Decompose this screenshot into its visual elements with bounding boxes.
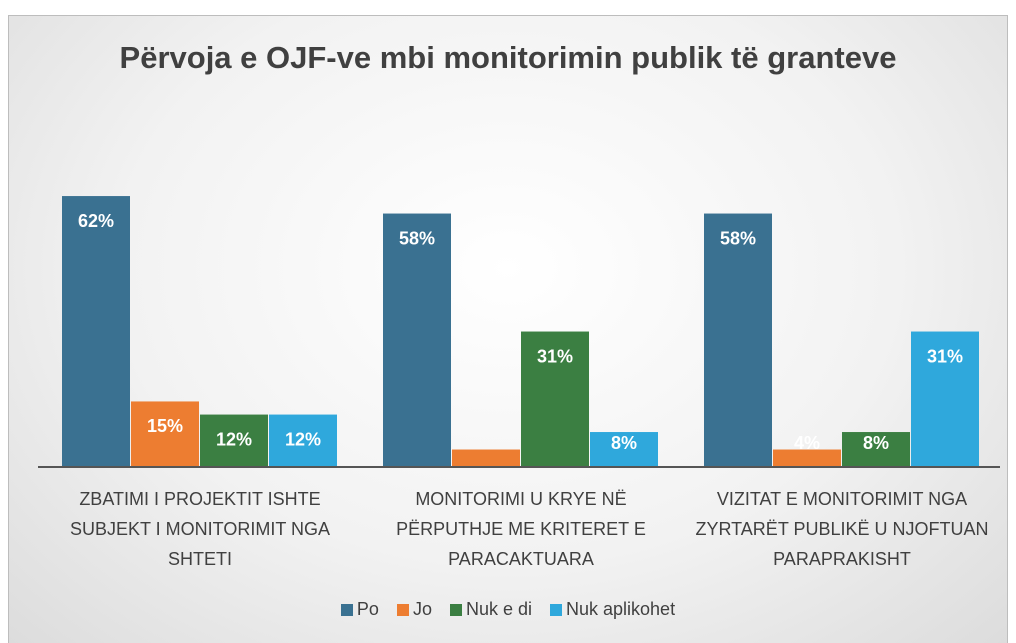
legend-item: Po xyxy=(340,599,379,620)
bar xyxy=(521,331,589,467)
data-label: 8% xyxy=(863,433,889,453)
bar xyxy=(704,213,772,467)
bar xyxy=(452,449,520,467)
bar xyxy=(911,331,979,467)
legend-label: Nuk e di xyxy=(465,599,532,619)
legend-label: Po xyxy=(356,599,379,619)
data-label: 31% xyxy=(927,346,963,366)
x-tick-label: ZBATIMI I PROJEKTIT ISHTE SUBJEKT I MONI… xyxy=(69,489,331,569)
data-label: 12% xyxy=(285,429,321,449)
legend-label: Jo xyxy=(412,599,432,619)
bar xyxy=(269,414,337,467)
bar xyxy=(383,213,451,467)
legend-swatch xyxy=(340,603,353,616)
legend-label: Nuk aplikohet xyxy=(566,599,676,619)
bar xyxy=(62,196,130,467)
bar xyxy=(590,432,658,467)
legend-item: Nuk aplikohet xyxy=(550,599,675,620)
legend: Po Jo Nuk e di Nuk aplikohet xyxy=(0,599,1016,620)
data-label: 15% xyxy=(147,416,183,436)
data-label: 8% xyxy=(611,433,637,453)
data-label: 4% xyxy=(794,433,820,453)
bar xyxy=(773,449,841,467)
data-label: 62% xyxy=(78,211,114,231)
data-label: 58% xyxy=(399,228,435,248)
data-label: 58% xyxy=(720,228,756,248)
legend-swatch xyxy=(550,603,562,616)
legend-item: Nuk e di xyxy=(449,599,532,620)
legend-swatch xyxy=(396,603,409,616)
data-label: 12% xyxy=(216,429,252,449)
bar xyxy=(842,432,910,467)
chart-title: Përvoja e OJF-ve mbi monitorimin publik … xyxy=(119,40,897,75)
data-label: 31% xyxy=(537,346,573,366)
legend-swatch xyxy=(449,603,462,616)
legend-item: Jo xyxy=(396,599,432,620)
bar xyxy=(131,401,199,467)
x-tick-label: MONITORIMI U KRYE NË PËRPUTHJE ME KRITER… xyxy=(396,489,646,569)
bar xyxy=(200,414,268,467)
x-tick-label: VIZITAT E MONITORIMIT NGA ZYRTARËT PUBLI… xyxy=(695,489,989,569)
chart-area xyxy=(8,15,1008,643)
